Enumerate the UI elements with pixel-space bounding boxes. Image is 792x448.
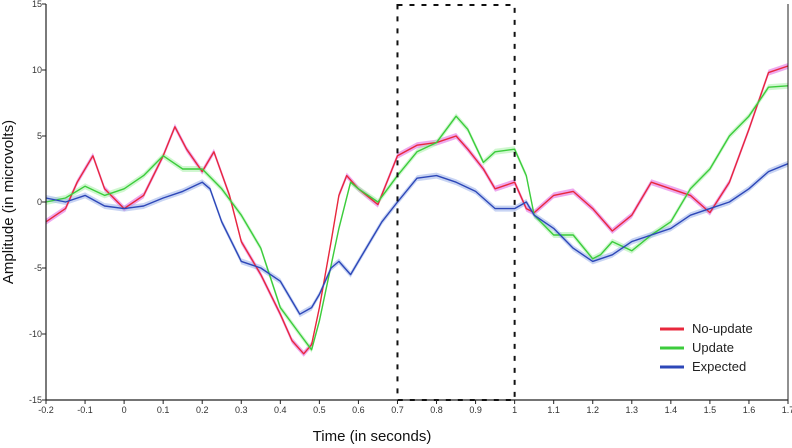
x-tick-label: 1.7 xyxy=(782,405,792,415)
x-tick-label: -0.1 xyxy=(77,405,93,415)
x-tick-label: 0.2 xyxy=(196,405,209,415)
legend: No-update Update Expected xyxy=(660,321,753,374)
x-tick-label: -0.2 xyxy=(38,405,54,415)
x-tick-label: 1.4 xyxy=(665,405,678,415)
y-tick-label: 5 xyxy=(37,131,42,141)
x-tick-label: 0 xyxy=(122,405,127,415)
x-tick-label: 0.8 xyxy=(430,405,443,415)
x-tick-label: 0.1 xyxy=(157,405,170,415)
series-lines xyxy=(45,65,789,355)
series-band-expected xyxy=(46,160,788,318)
series-line-expected xyxy=(45,163,789,315)
y-tick-label: -5 xyxy=(34,263,42,273)
y-tick-label: 0 xyxy=(37,197,42,207)
series-band-update xyxy=(46,82,788,353)
y-tick-label: -15 xyxy=(29,395,42,405)
series-line-no-update xyxy=(45,65,789,355)
x-tick-label: 1.1 xyxy=(547,405,560,415)
x-tick-label: 1.6 xyxy=(743,405,756,415)
y-axis-title: Amplitude (in microvolts) xyxy=(0,120,17,284)
x-tick-label: 0.9 xyxy=(469,405,482,415)
y-tick-label: 10 xyxy=(32,65,42,75)
series-line-update xyxy=(45,85,789,351)
x-tick-label: 1.3 xyxy=(626,405,639,415)
x-tick-label: 0.6 xyxy=(352,405,365,415)
y-tick-label: 15 xyxy=(32,0,42,9)
x-tick-label: 1 xyxy=(512,405,517,415)
x-tick-label: 0.7 xyxy=(391,405,404,415)
x-axis-title: Time (in seconds) xyxy=(313,428,432,445)
x-tick-label: 1.2 xyxy=(586,405,599,415)
x-tick-label: 0.4 xyxy=(274,405,287,415)
x-tick-label: 1.5 xyxy=(704,405,717,415)
y-tick-label: -10 xyxy=(29,329,42,339)
x-axis: -0.2 -0.1 0 0.1 0.2 0.3 0.4 0.5 0.6 0.7 0.8 0.9 1 1.1… xyxy=(38,400,792,415)
highlight-window-rect xyxy=(396,4,516,401)
x-tick-label: 0.5 xyxy=(313,405,326,415)
legend-label-expected: Expected xyxy=(692,359,746,374)
y-axis: -15 -10 -5 0 5 10 15 xyxy=(29,0,46,405)
legend-label-no-update: No-update xyxy=(692,321,753,336)
series-bands xyxy=(46,63,788,357)
legend-label-update: Update xyxy=(692,340,734,355)
x-tick-label: 0.3 xyxy=(235,405,248,415)
highlight-window xyxy=(396,4,516,401)
